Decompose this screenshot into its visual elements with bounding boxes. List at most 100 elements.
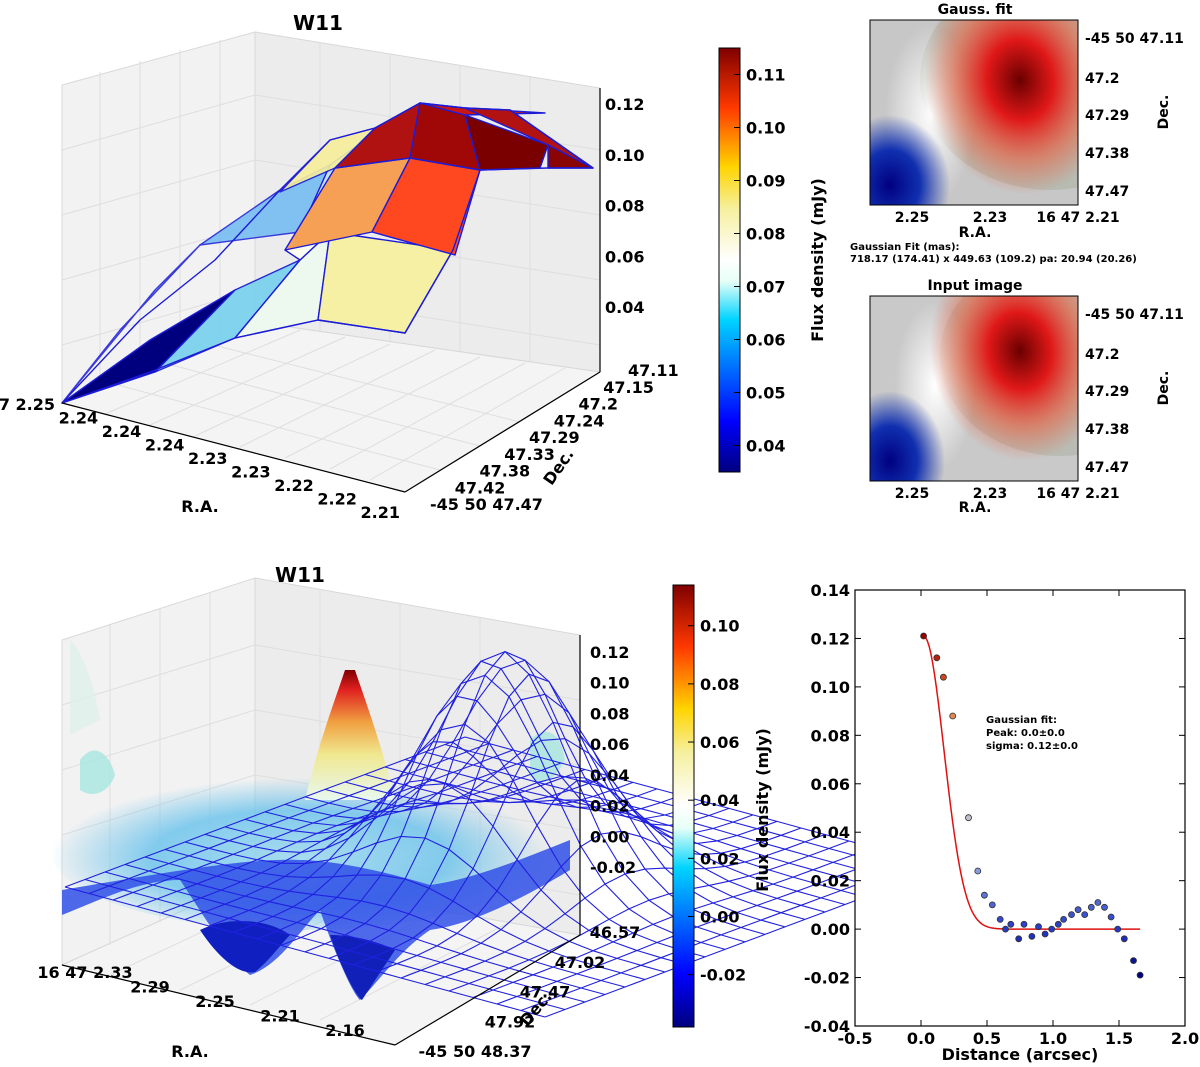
axes-lines (61, 88, 601, 493)
profile-y-tick-label: -0.02 (804, 969, 850, 988)
profile-data-point (940, 673, 947, 681)
surface-top-xlabel: R.A. (181, 497, 218, 516)
profile-data-point (1060, 916, 1067, 923)
profile-data-point (1074, 906, 1082, 914)
surface-bottom-x-tick: 2.29 (130, 978, 169, 997)
colorbar-top-ticks: 0.04 0.05 0.06 0.07 0.08 0.09 0.10 0.11 (734, 66, 785, 456)
profile-y-tick-label: 0.00 (811, 920, 850, 939)
profile-plot-frame (854, 589, 1186, 1027)
mesh-line-v (112, 749, 514, 901)
surface-top-x-ticks: 16 47 2.252.242.242.242.232.232.222.222.… (0, 395, 400, 522)
surface-shading-b (50, 640, 570, 1000)
colorbar-bottom-tick-label: 0.10 (700, 617, 739, 636)
profile-data-point (1087, 903, 1095, 911)
surface-bottom-y-tick: 47.47 (520, 983, 571, 1002)
input-image-title: Input image (927, 278, 1022, 294)
radial-profile-chart: -0.04 -0.02 0.00 0.02 0.04 0.06 0.08 0.10 0.12 0.… (804, 581, 1199, 1064)
colorbar-bottom-ticks: -0.02 0.00 0.02 0.04 0.06 0.08 0.10 (688, 617, 746, 985)
profile-annotation-1: Gaussian fit: (986, 715, 1057, 726)
surface-top-y-tick: 47.38 (480, 462, 531, 481)
colorbar-top-tick-label: 0.08 (746, 225, 785, 244)
surface-top-z-tick: 0.04 (605, 298, 644, 317)
gauss-fit-caption-2: 718.17 (174.41) x 449.63 (109.2) pa: 20.… (850, 254, 1137, 265)
colorbar-top-tick-label: 0.06 (746, 331, 785, 350)
profile-y-tick-label: -0.04 (804, 1017, 850, 1036)
mesh-line-v (496, 853, 898, 1005)
surface-bottom-x-tick: 2.21 (260, 1007, 299, 1026)
profile-data-point (949, 712, 957, 720)
surface-top-y-tick: 47.2 (579, 395, 618, 414)
profile-data-point (1020, 920, 1028, 928)
mesh-line-v (232, 741, 634, 933)
profile-data-points (920, 632, 1144, 979)
surface-bottom-x-ticks: 16 47 2.332.29 2.25 2.21 2.16 (37, 963, 364, 1040)
surface-bottom-y-tick: -45 50 48.37 (419, 1042, 532, 1061)
mesh-line-v (64, 736, 466, 888)
image-y-tick: 47.47 (1085, 184, 1129, 200)
mesh-line-v (184, 768, 586, 921)
colorbar-bottom-label: Flux density (mJy) (753, 728, 772, 892)
surface-bottom-z-tick: 0.04 (590, 766, 629, 785)
surface-bottom-z-ticks: -0.02 0.00 0.02 0.04 0.06 0.08 0.10 0.12 (590, 643, 636, 877)
colorbar-top-tick-label: 0.04 (746, 437, 785, 456)
colorbar-bottom-tick-label: 0.06 (700, 733, 739, 752)
colorbar-bottom-tick-label: 0.08 (700, 675, 739, 694)
surface-top-y-tick: 47.24 (554, 411, 605, 430)
profile-data-point (1107, 913, 1115, 921)
profile-data-point (981, 891, 988, 899)
profile-y-tick-label: 0.02 (811, 872, 850, 891)
profile-data-point (1068, 911, 1075, 918)
profile-x-tick-label: -0.5 (838, 1029, 873, 1048)
profile-data-point (1094, 899, 1102, 906)
profile-data-point (1041, 930, 1049, 938)
profile-data-point (1002, 925, 1009, 933)
surface-top-y-tick: 47.11 (628, 361, 679, 380)
profile-data-point (920, 632, 927, 640)
image-y-tick: 47.2 (1085, 347, 1120, 363)
gauss-fit-image (870, 20, 1078, 205)
image-y-tick: -45 50 47.11 (1085, 307, 1184, 323)
mesh-line-v (520, 859, 922, 1012)
surface-top-x-tick: 2.24 (145, 436, 184, 455)
profile-y-tick-label: 0.12 (811, 629, 850, 648)
mesh-line-v (424, 833, 826, 986)
image-y-tick: 47.38 (1085, 146, 1129, 162)
profile-data-point (974, 867, 982, 875)
profile-y-tick-label: 0.14 (811, 581, 850, 600)
image-x-tick: 2.25 (895, 486, 930, 502)
profile-data-point (1054, 920, 1062, 928)
profile-x-ticks: -0.5 0.0 0.5 1.0 1.5 2.0 (838, 590, 1199, 1048)
gaussian-fit-curve (923, 635, 1141, 930)
profile-data-point (1101, 903, 1108, 911)
colorbar-bottom-tick-label: 0.00 (700, 908, 739, 927)
profile-data-point (1120, 935, 1128, 943)
surface-bottom-y-tick: 47.02 (555, 953, 606, 972)
input-image-y-ticks: -45 50 47.11 47.2 47.29 47.38 47.47 (1085, 307, 1184, 476)
surface-top-x-tick: 2.22 (274, 476, 313, 495)
axes-lines-b (61, 635, 581, 1046)
surface-bottom-z-tick: 0.08 (590, 704, 629, 723)
gauss-fit-xlabel: R.A. (959, 225, 992, 241)
surface-top-y-tick: -45 50 47.47 (430, 495, 543, 514)
surface-top-z-tick: 0.12 (605, 95, 644, 114)
mesh-line-v (88, 742, 490, 895)
gauss-fit-title: Gauss. fit (938, 2, 1013, 18)
surface-top-y-tick: 47.42 (455, 478, 506, 497)
mesh-line-v (328, 673, 730, 959)
surface-bottom-x-tick: 16 47 2.33 (37, 963, 132, 982)
colorbar-top-tick-label: 0.07 (746, 278, 785, 297)
image-y-tick: 47.2 (1085, 71, 1120, 87)
profile-annotation-2: Peak: 0.0±0.0 (986, 728, 1065, 739)
profile-y-tick-label: 0.10 (811, 678, 850, 697)
surface-bottom-xlabel: R.A. (171, 1042, 208, 1061)
surface-top-y-tick: 47.33 (504, 445, 555, 464)
gauss-fit-caption-1: Gaussian Fit (mas): (850, 242, 960, 253)
image-x-tick: 16 47 2.21 (1036, 486, 1119, 502)
colorbar-top-tick-label: 0.05 (746, 384, 785, 403)
surface-top-x-tick: 2.21 (361, 503, 400, 522)
surface-top-x-tick: 2.23 (231, 463, 270, 482)
image-x-tick: 2.23 (973, 486, 1008, 502)
surface-bottom-z-tick: -0.02 (590, 858, 636, 877)
profile-data-point (1136, 971, 1144, 979)
